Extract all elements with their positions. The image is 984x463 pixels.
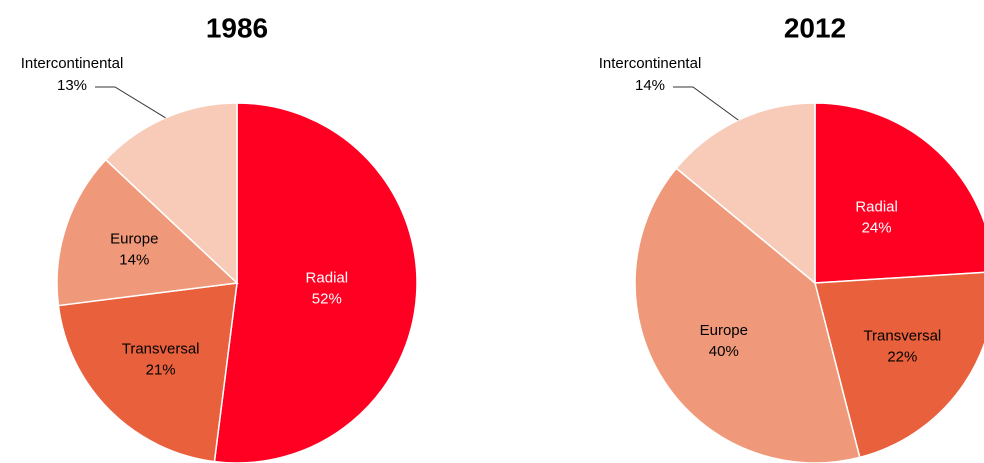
slice-value: 24% xyxy=(862,219,892,236)
slice-label: Intercontinental xyxy=(21,55,124,72)
slice-value: 40% xyxy=(709,343,739,360)
slice-label: Radial xyxy=(855,198,898,215)
leader-line xyxy=(673,86,739,121)
slice-value: 22% xyxy=(887,348,917,365)
slice-value: 13% xyxy=(57,77,87,94)
slice-label: Europe xyxy=(700,322,748,339)
slice-label: Transversal xyxy=(122,340,200,357)
pie-slice xyxy=(213,102,418,463)
pie-slice xyxy=(57,282,238,463)
slice-value: 14% xyxy=(119,252,149,269)
pie-slice xyxy=(634,167,861,463)
pie-slice xyxy=(56,158,239,307)
slice-label: Europe xyxy=(110,231,158,248)
slice-value: 52% xyxy=(312,291,342,308)
pie-slice xyxy=(675,102,816,285)
leader-line xyxy=(95,86,166,119)
slice-value: 14% xyxy=(635,77,665,94)
slice-label: Transversal xyxy=(863,327,941,344)
slice-label: Radial xyxy=(306,270,349,287)
slice-value: 21% xyxy=(146,361,176,378)
chart-title: 2012 xyxy=(784,12,846,43)
pie-slice xyxy=(104,102,238,285)
slice-label: Intercontinental xyxy=(599,55,702,72)
pie-slice xyxy=(814,102,984,284)
chart-title: 1986 xyxy=(206,12,268,43)
pie-slice xyxy=(814,271,984,459)
